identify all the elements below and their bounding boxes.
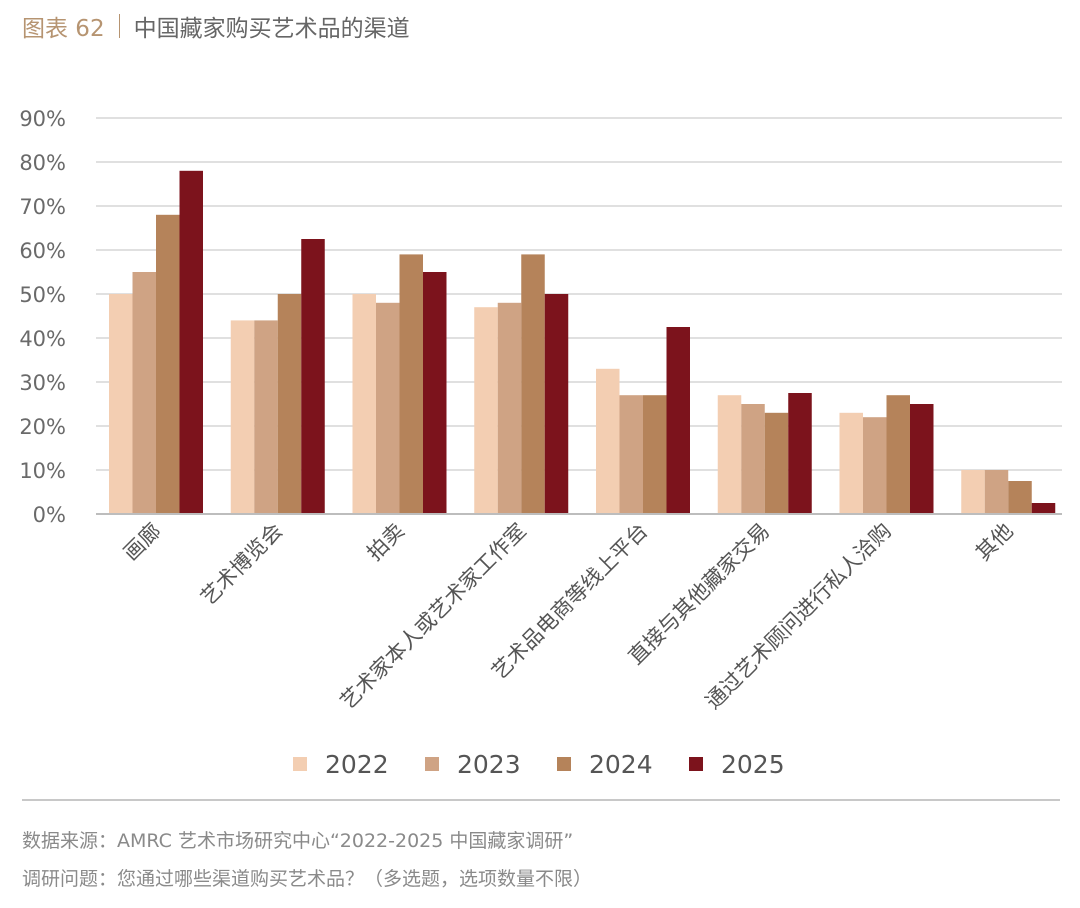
legend-swatch-2023 — [425, 757, 439, 771]
header-divider — [118, 14, 120, 38]
bar-2022-3 — [474, 307, 498, 514]
bar-2023-0 — [132, 272, 156, 514]
bar-2024-5 — [764, 412, 789, 514]
bar-2024-6 — [886, 395, 910, 514]
y-tick-label: 40% — [19, 327, 66, 351]
bar-2025-7 — [1031, 503, 1056, 514]
x-category-label: 其他 — [971, 519, 1018, 566]
source-note: 数据来源：AMRC 艺术市场研究中心“2022-2025 中国藏家调研” — [22, 830, 574, 852]
bar-2025-6 — [910, 404, 934, 514]
x-category-label: 艺术博览会 — [196, 519, 287, 610]
legend-item-2024: 2024 — [557, 744, 653, 784]
legend-label-2022: 2022 — [325, 749, 389, 779]
bar-2025-2 — [423, 272, 447, 514]
bar-2023-4 — [619, 395, 643, 514]
legend-item-2023: 2023 — [425, 744, 521, 784]
x-category-label: 拍卖 — [362, 519, 409, 566]
y-tick-label: 90% — [19, 107, 66, 131]
y-tick-label: 30% — [19, 371, 66, 395]
chart-title: 中国藏家购买艺术品的渠道 — [133, 16, 410, 42]
bar-2022-2 — [352, 294, 376, 514]
bar-2024-2 — [399, 254, 423, 514]
bar-2024-0 — [156, 214, 180, 515]
y-tick-label: 0% — [33, 503, 66, 527]
bar-2024-7 — [1008, 481, 1032, 514]
bar-2023-7 — [984, 470, 1009, 514]
y-tick-label: 50% — [19, 283, 66, 307]
legend-swatch-2025 — [689, 757, 703, 771]
footer-divider — [22, 799, 1060, 801]
y-tick-label: 60% — [19, 239, 66, 263]
x-category-label: 画廊 — [119, 519, 166, 566]
bar-2022-5 — [717, 395, 742, 514]
bar-2024-3 — [521, 254, 545, 514]
bar-2023-1 — [254, 320, 278, 514]
bar-2023-6 — [863, 417, 887, 514]
bar-2025-4 — [666, 327, 690, 514]
survey-question-note: 调研问题：您通过哪些渠道购买艺术品？（多选题，选项数量不限） — [22, 868, 593, 890]
y-tick-label: 80% — [19, 151, 66, 175]
bar-2024-1 — [277, 294, 302, 514]
bar-2025-0 — [179, 170, 203, 515]
legend-label-2025: 2025 — [721, 749, 785, 779]
y-tick-label: 20% — [19, 415, 66, 439]
bar-2024-4 — [643, 395, 667, 514]
chart-legend: 2022 2023 2024 2025 — [0, 744, 1080, 784]
bar-2025-3 — [544, 294, 569, 514]
figure-header: 图表 62 中国藏家购买艺术品的渠道 — [22, 8, 410, 44]
legend-swatch-2024 — [557, 757, 571, 771]
legend-label-2023: 2023 — [457, 749, 521, 779]
bar-2025-1 — [301, 239, 325, 514]
bar-2023-5 — [741, 404, 765, 514]
legend-swatch-2022 — [293, 757, 307, 771]
bar-2023-2 — [376, 302, 400, 514]
bar-2022-1 — [230, 320, 255, 514]
bar-2022-4 — [596, 368, 620, 514]
bar-2022-6 — [839, 412, 863, 514]
bar-2022-0 — [109, 294, 133, 514]
bar-2023-3 — [497, 302, 522, 514]
legend-item-2022: 2022 — [293, 744, 389, 784]
bar-2022-7 — [961, 470, 985, 514]
bar-chart: 0%10%20%30%40%50%60%70%80%90%画廊 艺术博览会 拍卖艺术… — [19, 107, 1062, 714]
y-tick-label: 70% — [19, 195, 66, 219]
figure-number: 图表 62 — [22, 16, 105, 42]
bar-2025-5 — [788, 393, 812, 514]
y-tick-label: 10% — [19, 459, 66, 483]
legend-item-2025: 2025 — [689, 744, 785, 784]
legend-label-2024: 2024 — [589, 749, 653, 779]
